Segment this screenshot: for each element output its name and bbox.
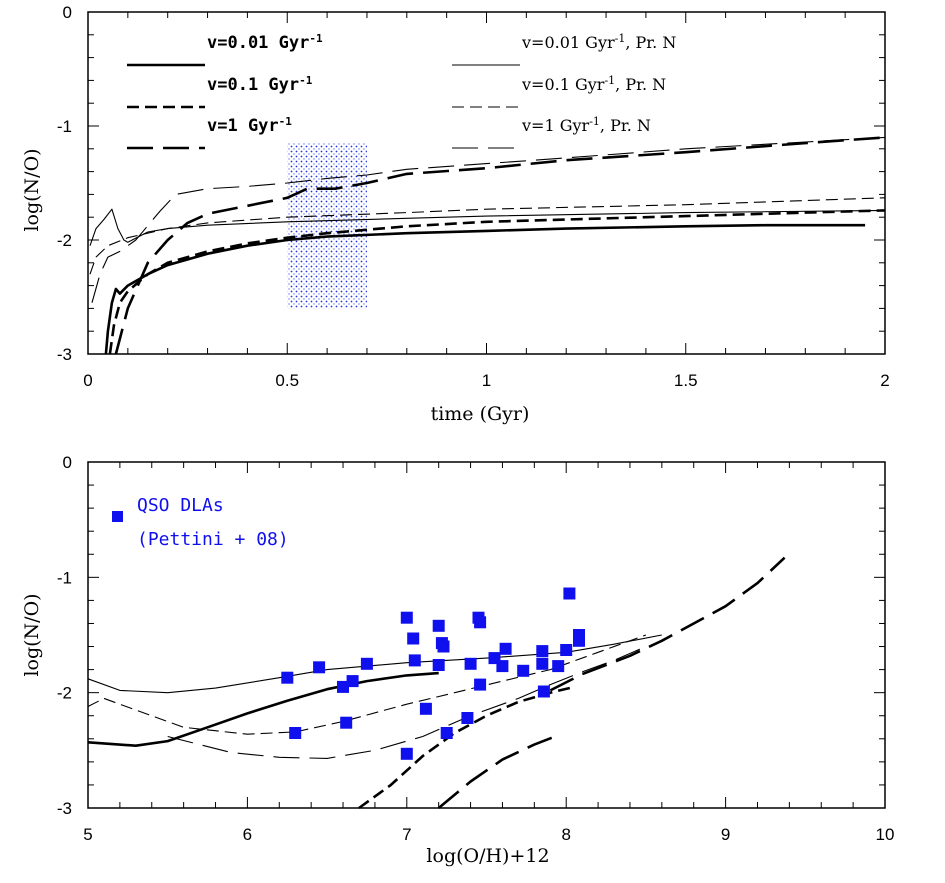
series-line bbox=[108, 209, 886, 355]
x-tick-label: 0 bbox=[83, 371, 92, 390]
x-tick-label: 10 bbox=[876, 825, 895, 844]
top-axis-ticks: 0 0.5 1 1.5 2 0 -1 -2 -3 bbox=[57, 3, 890, 390]
data-point bbox=[419, 702, 432, 715]
y-tick-label: -1 bbox=[57, 568, 72, 587]
top-curves bbox=[89, 136, 886, 355]
series-line bbox=[87, 634, 662, 694]
x-tick-label: 8 bbox=[561, 825, 570, 844]
data-point bbox=[464, 657, 477, 670]
data-point bbox=[400, 747, 413, 760]
x-tick-label: 5 bbox=[83, 825, 92, 844]
x-tick-label: 9 bbox=[721, 825, 730, 844]
data-point bbox=[313, 661, 326, 674]
data-point bbox=[337, 680, 349, 693]
x-tick-label: 7 bbox=[402, 825, 411, 844]
data-point bbox=[573, 634, 585, 647]
data-point bbox=[496, 660, 509, 673]
series-line bbox=[89, 208, 886, 246]
x-tick-label: 1 bbox=[482, 371, 491, 390]
top-legend: v=0.01 Gyr-1 v=0.1 Gyr-1 v=1 Gyr-1 v=0.01 G… bbox=[127, 32, 676, 150]
data-point bbox=[474, 616, 487, 629]
legend-line-2: (Pettini + 08) bbox=[137, 529, 289, 550]
top-plot-frame bbox=[87, 11, 886, 355]
data-point bbox=[517, 664, 530, 677]
series-line bbox=[358, 685, 575, 810]
y-tick-label: -3 bbox=[57, 345, 72, 364]
x-tick-label: 0.5 bbox=[275, 371, 299, 390]
data-point bbox=[408, 654, 421, 667]
data-point bbox=[432, 619, 445, 632]
data-point bbox=[537, 685, 550, 698]
y-tick-label: -1 bbox=[57, 117, 72, 136]
data-point bbox=[474, 678, 487, 691]
legend-line-1: QSO DLAs bbox=[137, 495, 224, 516]
data-point bbox=[289, 727, 302, 739]
data-point bbox=[552, 660, 565, 673]
bottom-panel: 5 6 7 8 9 10 0 -1 -2 -3 QSO DLAs (Pettini + 08) l… bbox=[21, 453, 894, 867]
series-line bbox=[167, 645, 647, 759]
data-point bbox=[407, 632, 420, 645]
bottom-plot-frame bbox=[87, 461, 886, 809]
bottom-curves bbox=[87, 556, 786, 810]
data-point bbox=[461, 712, 474, 724]
series-line bbox=[549, 556, 786, 692]
x-tick-label: 1.5 bbox=[674, 371, 698, 390]
data-point bbox=[536, 645, 549, 658]
data-point bbox=[440, 727, 453, 739]
y-tick-label: 0 bbox=[63, 453, 72, 472]
data-point bbox=[437, 640, 450, 653]
data-point bbox=[400, 611, 413, 624]
series-line bbox=[89, 197, 886, 275]
series-line bbox=[87, 671, 439, 747]
legend-label: v=0.01 Gyr-1 bbox=[207, 32, 323, 53]
data-point bbox=[560, 644, 573, 656]
x-tick-label: 2 bbox=[880, 371, 889, 390]
legend-label: v=0.01 Gyr-1, Pr. N bbox=[521, 32, 676, 52]
series-line bbox=[104, 223, 866, 355]
legend-label: v=1 Gyr-1 bbox=[207, 115, 292, 136]
legend-marker bbox=[112, 511, 123, 522]
top-xlabel: time (Gyr) bbox=[431, 403, 530, 425]
y-tick-label: 0 bbox=[63, 3, 72, 22]
y-tick-label: -2 bbox=[57, 684, 72, 703]
data-point bbox=[499, 642, 512, 655]
data-point bbox=[432, 659, 445, 671]
legend-label: v=0.1 Gyr-1, Pr. N bbox=[521, 74, 666, 94]
data-point bbox=[360, 657, 373, 670]
legend-label: v=0.1 Gyr-1 bbox=[207, 74, 313, 95]
bottom-data-points bbox=[281, 587, 585, 760]
series-line bbox=[437, 734, 559, 809]
y-tick-label: -2 bbox=[57, 231, 72, 250]
data-point bbox=[536, 657, 549, 670]
data-point bbox=[346, 675, 359, 688]
bottom-ylabel: log(N/O) bbox=[21, 593, 43, 676]
y-tick-label: -3 bbox=[57, 799, 72, 818]
shaded-region bbox=[287, 143, 367, 309]
series-line bbox=[114, 136, 886, 355]
x-tick-label: 6 bbox=[243, 825, 252, 844]
data-point bbox=[281, 671, 294, 684]
data-point bbox=[563, 587, 576, 600]
series-line bbox=[91, 136, 886, 303]
top-panel: 0 0.5 1 1.5 2 0 -1 -2 -3 v=0.01 Gyr-1 v=0.1 Gyr-1… bbox=[21, 3, 890, 425]
top-ylabel: log(N/O) bbox=[21, 148, 43, 231]
data-point bbox=[340, 716, 353, 729]
legend-label: v=1 Gyr-1, Pr. N bbox=[521, 115, 651, 135]
bottom-xlabel: log(O/H)+12 bbox=[426, 845, 549, 867]
